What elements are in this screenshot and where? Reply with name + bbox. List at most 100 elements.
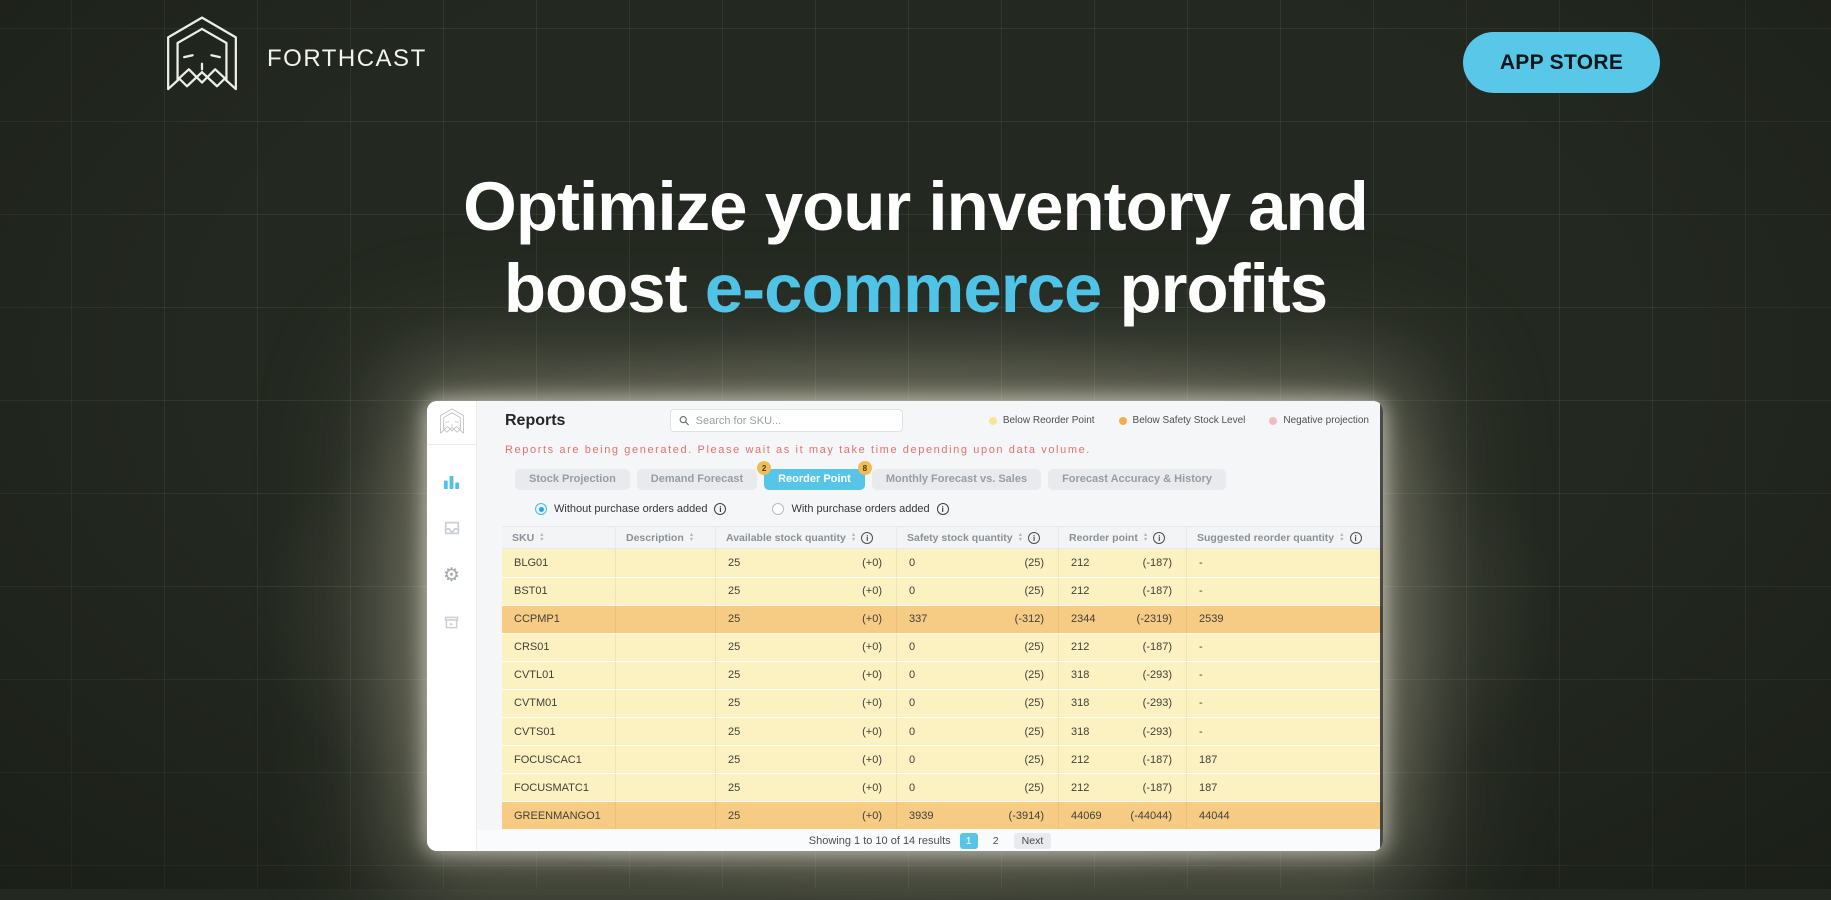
table-row[interactable]: GREENMANGO1 25 (+0) 3939 (-3914) 44069 (-44… [502,802,1383,831]
radio-without-purchase-orders[interactable]: Without purchase orders added [535,503,727,516]
hero-accent: e-commerce [704,250,1103,328]
column-header-reorder-point[interactable]: Reorder point ▲ ▼ [1059,527,1187,549]
cell-suggested-reorder: - [1199,725,1203,738]
cell-safety-stock: 0 (25) [897,746,1059,774]
brand-name: FORTHCAST [267,45,427,72]
cell-available-stock: 25 (+0) [716,717,897,746]
cell-reorder-point: 212 (-187) [1059,549,1187,577]
table-row[interactable]: FOCUSCAC1 25 (+0) 0 (25) 212 (-187) 187 [502,746,1383,775]
info-icon[interactable] [861,531,874,544]
hero-heading: Optimize your inventory and boost e-comm… [0,166,1831,330]
cell-safety-stock: 0 (25) [897,689,1059,717]
forthcast-logo-icon [155,12,249,106]
cell-sku: BLG01 [502,549,616,577]
info-icon[interactable] [1153,531,1166,544]
sort-icon[interactable]: ▲ ▼ [1017,532,1024,543]
table-row[interactable]: BLG01 25 (+0) 0 (25) 212 (-187) - [502,549,1383,578]
cell-reorder-point: 44069 (-44044) [1059,802,1187,830]
cell-description [616,661,716,689]
cell-sku: CCPMP1 [502,605,616,633]
cell-reorder-point: 212 (-187) [1059,633,1187,661]
cell-available-stock: 25 (+0) [716,577,897,605]
column-header-safety-stock[interactable]: Safety stock quantity ▲ ▼ [897,527,1059,549]
table-row[interactable]: CRS01 25 (+0) 0 (25) 212 (-187) - [502,633,1383,662]
cell-suggested-reorder: 44044 [1199,809,1230,822]
dashboard-screenshot-card: ⚙ Reports Below Reorder Point Below [427,401,1383,851]
sort-icon[interactable]: ▲ ▼ [1339,532,1345,543]
table-footer: Showing 1 to 10 of 14 results 1 2 Next [477,830,1383,851]
tab-stock-projection[interactable]: Stock Projection [515,469,630,491]
page-button-2[interactable]: 2 [992,834,999,847]
sort-icon[interactable]: ▲ ▼ [1142,532,1149,543]
legend-below-reorder-point: Below Reorder Point [988,415,1095,426]
tab-demand-forecast[interactable]: Demand Forecast [636,469,758,491]
sidebar-item-settings[interactable]: ⚙ [442,565,462,585]
app-sidebar: ⚙ [427,401,477,851]
purchase-order-filter: Without purchase orders added With purch… [535,503,1383,516]
reorder-table: SKU ▲ ▼ Description ▲ ▼ Available stock quan… [502,526,1383,831]
cell-safety-stock: 0 (25) [897,577,1059,605]
cell-available-stock: 25 (+0) [716,746,897,774]
radio-button[interactable] [535,503,547,516]
gear-icon: ⚙ [442,564,461,586]
app-sidebar-logo-icon[interactable] [427,401,476,445]
radio-with-purchase-orders[interactable]: With purchase orders added [772,503,949,516]
cell-safety-stock: 0 (25) [897,774,1059,802]
status-legend: Below Reorder Point Below Safety Stock L… [988,415,1383,426]
tab-badge-right: 8 [857,461,872,476]
screenshot-edge-strip [1380,401,1383,851]
table-row[interactable]: CVTS01 25 (+0) 0 (25) 318 (-293) - [502,717,1383,747]
cell-sku: BST01 [502,577,616,605]
cell-reorder-point: 318 (-293) [1059,717,1187,746]
search-icon [680,416,690,426]
sidebar-item-inbox[interactable] [442,518,462,538]
radio-button[interactable] [772,503,785,516]
column-header-available-stock[interactable]: Available stock quantity ▲ ▼ [716,527,897,549]
cell-sku: FOCUSCAC1 [502,746,616,774]
sku-search[interactable] [670,409,904,433]
search-input[interactable] [695,414,895,427]
sort-icon[interactable]: ▲ ▼ [539,532,545,543]
site-header: FORTHCAST APP STORE [0,0,1831,120]
table-row[interactable]: CVTM01 25 (+0) 0 (25) 318 (-293) - [502,689,1383,718]
column-header-suggested-reorder[interactable]: Suggested reorder quantity ▲ ▼ [1187,527,1383,548]
table-row[interactable]: CCPMP1 25 (+0) 337 (-312) 2344 (-2319) 2539 [502,605,1383,634]
sidebar-item-archive[interactable] [442,612,462,632]
cell-suggested-reorder: 187 [1199,753,1218,766]
cell-sku: GREENMANGO1 [502,802,616,830]
cell-sku: CVTS01 [502,717,616,746]
tab-badge-left: 2 [757,461,772,476]
sort-icon[interactable]: ▲ ▼ [688,532,695,543]
cell-suggested-reorder: - [1199,669,1203,682]
table-row[interactable]: BST01 25 (+0) 0 (25) 212 (-187) - [502,577,1383,606]
app-store-button[interactable]: APP STORE [1463,32,1660,93]
info-icon[interactable] [1028,531,1041,544]
column-header-description[interactable]: Description ▲ ▼ [616,527,716,549]
cell-suggested-reorder: - [1199,585,1203,598]
cell-reorder-point: 212 (-187) [1059,577,1187,605]
cell-safety-stock: 0 (25) [897,661,1059,689]
brand[interactable]: FORTHCAST [155,12,427,106]
sidebar-item-reports[interactable] [442,471,462,491]
info-icon[interactable] [936,503,949,516]
cell-suggested-reorder: - [1199,556,1203,569]
tab-monthly-forecast-vs-sales[interactable]: Monthly Forecast vs. Sales [871,469,1042,491]
cell-reorder-point: 318 (-293) [1059,689,1187,717]
cell-safety-stock: 0 (25) [897,717,1059,746]
table-row[interactable]: FOCUSMATC1 25 (+0) 0 (25) 212 (-187) 187 [502,774,1383,803]
sort-icon[interactable]: ▲ ▼ [850,532,857,543]
cell-sku: CRS01 [502,633,616,661]
next-page-button[interactable]: Next [1013,832,1052,849]
cell-reorder-point: 212 (-187) [1059,746,1187,774]
cell-reorder-point: 2344 (-2319) [1059,605,1187,633]
tab-forecast-accuracy-history[interactable]: Forecast Accuracy & History [1048,469,1227,491]
info-icon[interactable] [1349,531,1362,544]
info-icon[interactable] [714,503,727,516]
generating-alert: Reports are being generated. Please wait… [505,444,1091,457]
page-button-1[interactable]: 1 [959,832,978,849]
cell-description [616,605,716,633]
tab-reorder-point[interactable]: 2 Reorder Point 8 [757,461,872,491]
column-header-sku[interactable]: SKU ▲ ▼ [502,527,616,549]
legend-negative-projection: Negative projection [1269,415,1369,426]
table-row[interactable]: CVTL01 25 (+0) 0 (25) 318 (-293) - [502,661,1383,690]
